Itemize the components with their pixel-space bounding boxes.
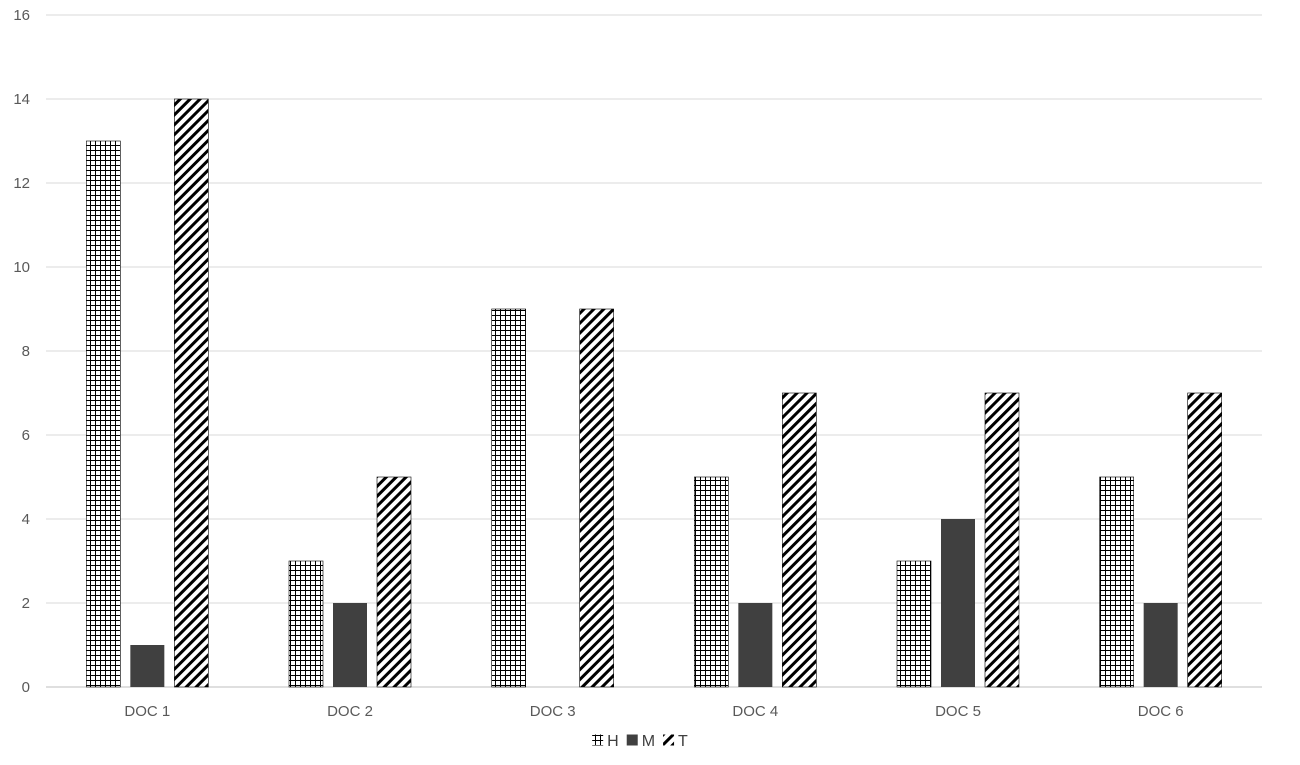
bar-m-doc5 bbox=[941, 519, 975, 687]
bar-h-doc4 bbox=[694, 476, 729, 688]
bar-t-doc1 bbox=[174, 98, 209, 688]
legend-swatch-m bbox=[626, 734, 638, 746]
bar-h-doc6 bbox=[1099, 476, 1134, 688]
x-tick-label: DOC 3 bbox=[530, 703, 576, 720]
bars bbox=[86, 98, 1222, 688]
bar-t-doc2 bbox=[376, 476, 412, 688]
x-tick-label: DOC 2 bbox=[327, 703, 373, 720]
y-tick-label: 12 bbox=[13, 175, 30, 192]
y-tick-label: 6 bbox=[22, 427, 30, 444]
x-axis-tick-labels: DOC 1 DOC 2 DOC 3 DOC 4 DOC 5 DOC 6 bbox=[124, 703, 1183, 720]
legend-label-m: M bbox=[642, 733, 655, 750]
x-tick-label: DOC 6 bbox=[1138, 703, 1184, 720]
bar-t-doc6 bbox=[1187, 392, 1222, 688]
bar-h-doc2 bbox=[288, 560, 324, 688]
bar-h-doc5 bbox=[896, 560, 932, 688]
bar-t-doc5 bbox=[984, 392, 1020, 688]
legend-label-t: T bbox=[678, 733, 688, 750]
y-axis-tick-labels: 0 2 4 6 8 10 12 14 16 bbox=[13, 7, 30, 696]
x-tick-label: DOC 5 bbox=[935, 703, 981, 720]
y-tick-label: 16 bbox=[13, 7, 30, 24]
legend-swatch-t bbox=[663, 734, 675, 746]
x-tick-label: DOC 4 bbox=[732, 703, 778, 720]
bar-t-doc4 bbox=[782, 392, 817, 688]
legend-swatch-h bbox=[592, 734, 604, 746]
y-tick-label: 4 bbox=[22, 511, 30, 528]
bar-m-doc1 bbox=[130, 645, 165, 687]
gridlines bbox=[46, 14, 1262, 688]
bar-h-doc1 bbox=[86, 140, 121, 688]
y-tick-label: 2 bbox=[22, 595, 30, 612]
legend-label-h: H bbox=[607, 733, 619, 750]
bar-m-doc2 bbox=[333, 603, 367, 687]
bar-m-doc6 bbox=[1143, 603, 1178, 687]
bar-t-doc3 bbox=[579, 308, 614, 688]
bar-h-doc3 bbox=[491, 308, 526, 688]
y-tick-label: 14 bbox=[13, 91, 30, 108]
y-tick-label: 8 bbox=[22, 343, 30, 360]
y-tick-label: 10 bbox=[13, 259, 30, 276]
bar-m-doc4 bbox=[738, 603, 773, 687]
y-tick-label: 0 bbox=[22, 679, 30, 696]
x-tick-label: DOC 1 bbox=[124, 703, 170, 720]
